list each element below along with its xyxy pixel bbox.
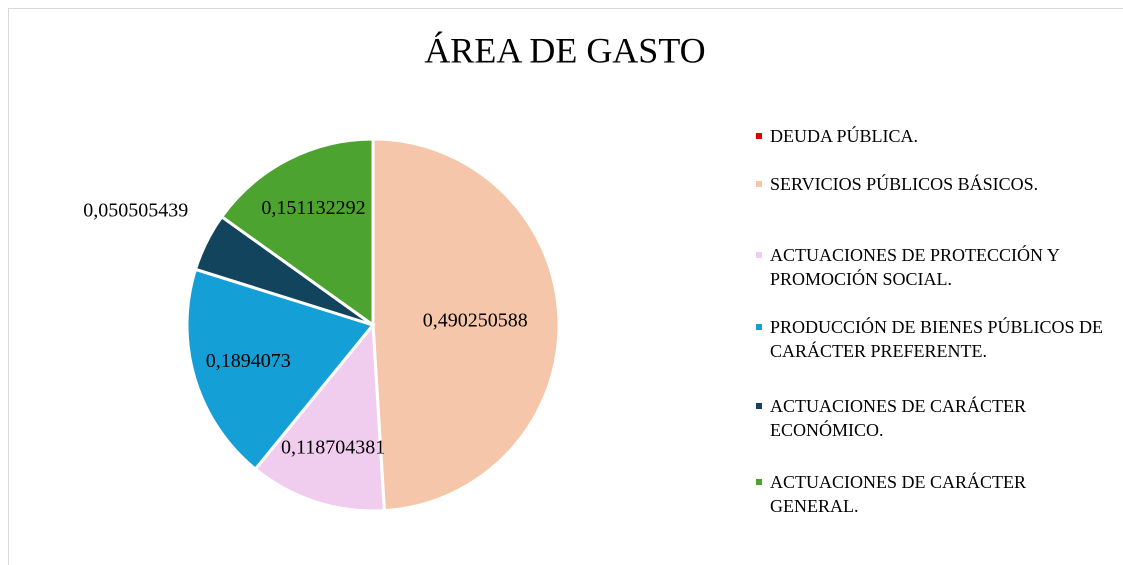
data-label: 0,151132292 — [261, 197, 365, 219]
pie-slice — [371, 137, 561, 513]
data-label: 0,118704381 — [281, 437, 385, 459]
legend-item: ACTUACIONES DE PROTECCIÓN Y PROMOCIÓN SO… — [756, 243, 1106, 291]
chart-title: ÁREA DE GASTO — [424, 30, 705, 70]
legend-swatch — [756, 181, 762, 187]
legend-swatch — [756, 133, 762, 139]
legend-item: ACTUACIONES DE CARÁCTER GENERAL. — [756, 470, 1106, 518]
legend-item: SERVICIOS PÚBLICOS BÁSICOS. — [756, 172, 1106, 196]
pie-slice — [219, 137, 375, 328]
legend-label: ACTUACIONES DE PROTECCIÓN Y PROMOCIÓN SO… — [770, 245, 1060, 289]
legend-label: SERVICIOS PÚBLICOS BÁSICOS. — [770, 174, 1039, 194]
legend-label: PRODUCCIÓN DE BIENES PÚBLICOS DE CARÁCTE… — [770, 317, 1104, 361]
legend-swatch — [756, 324, 762, 330]
legend-swatch — [756, 403, 762, 409]
legend-label: DEUDA PÚBLICA. — [770, 126, 919, 146]
data-label: 0,1894073 — [206, 350, 291, 372]
legend-item: DEUDA PÚBLICA. — [756, 124, 1106, 148]
legend-item: ACTUACIONES DE CARÁCTER ECONÓMICO. — [756, 394, 1106, 442]
pie-slice — [185, 267, 376, 472]
legend-swatch — [756, 479, 762, 485]
data-label: 0,490250588 — [423, 309, 528, 331]
pie-slice — [253, 321, 386, 513]
chart-border — [8, 8, 1123, 565]
legend-item: PRODUCCIÓN DE BIENES PÚBLICOS DE CARÁCTE… — [756, 315, 1106, 363]
legend-label: ACTUACIONES DE CARÁCTER GENERAL. — [770, 472, 1027, 516]
data-label: 0,050505439 — [83, 199, 188, 221]
legend-swatch — [756, 252, 762, 258]
legend-label: ACTUACIONES DE CARÁCTER ECONÓMICO. — [770, 396, 1027, 440]
